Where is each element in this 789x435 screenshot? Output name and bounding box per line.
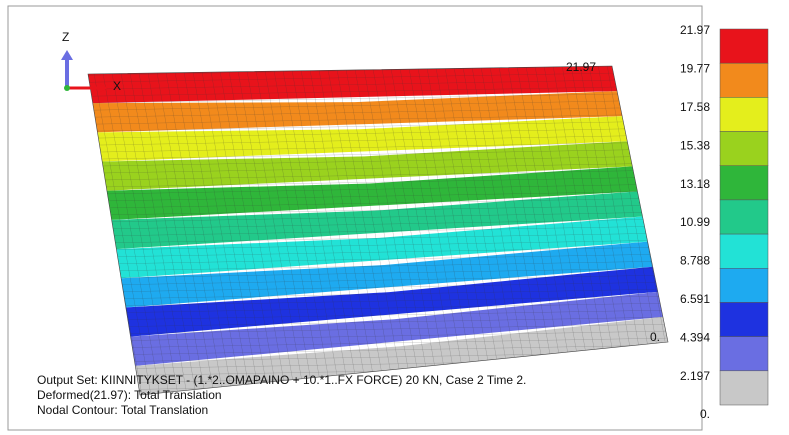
axis-label: X <box>113 79 121 93</box>
legend-swatch <box>720 268 768 302</box>
axis-label: Z <box>62 30 69 44</box>
legend-swatch <box>720 63 768 97</box>
legend-label: 0. <box>700 407 710 421</box>
legend-label: 4.394 <box>680 330 710 344</box>
legend-swatch <box>720 371 768 405</box>
footer-line: Output Set: KIINNITYKSET - (1.*2..OMAPAI… <box>37 373 526 387</box>
legend-label: 6.591 <box>680 292 710 306</box>
legend-swatch <box>720 337 768 371</box>
legend-label: 21.97 <box>680 23 710 37</box>
legend-label: 10.99 <box>680 215 710 229</box>
legend-swatch <box>720 29 768 63</box>
max-annotation: 21.97 <box>566 60 596 74</box>
screenshot: Z X 21.97 0. 21.97 19.77 17.58 15.38 13.18 10… <box>0 0 789 435</box>
footer-line: Nodal Contour: Total Translation <box>37 403 208 417</box>
footer-line: Deformed(21.97): Total Translation <box>37 388 222 402</box>
legend-label: 13.18 <box>680 177 710 191</box>
mesh-overlay <box>88 66 668 395</box>
model <box>88 66 668 395</box>
legend-label: 2.197 <box>680 369 710 383</box>
legend-label: 17.58 <box>680 100 710 114</box>
contour-view: Z X 21.97 0. 21.97 19.77 17.58 15.38 13.18 10… <box>0 0 789 435</box>
legend-label: 19.77 <box>680 62 710 76</box>
legend-swatch <box>720 200 768 234</box>
legend-swatch <box>720 132 768 166</box>
legend-swatch <box>720 97 768 131</box>
min-annotation: 0. <box>650 330 660 344</box>
legend-label: 8.788 <box>680 254 710 268</box>
legend: 21.97 19.77 17.58 15.38 13.18 10.99 8.788 6.591… <box>680 23 768 421</box>
legend-swatch <box>720 302 768 336</box>
legend-swatch <box>720 166 768 200</box>
axis-triad <box>61 50 108 93</box>
legend-swatch <box>720 234 768 268</box>
legend-label: 15.38 <box>680 138 710 152</box>
